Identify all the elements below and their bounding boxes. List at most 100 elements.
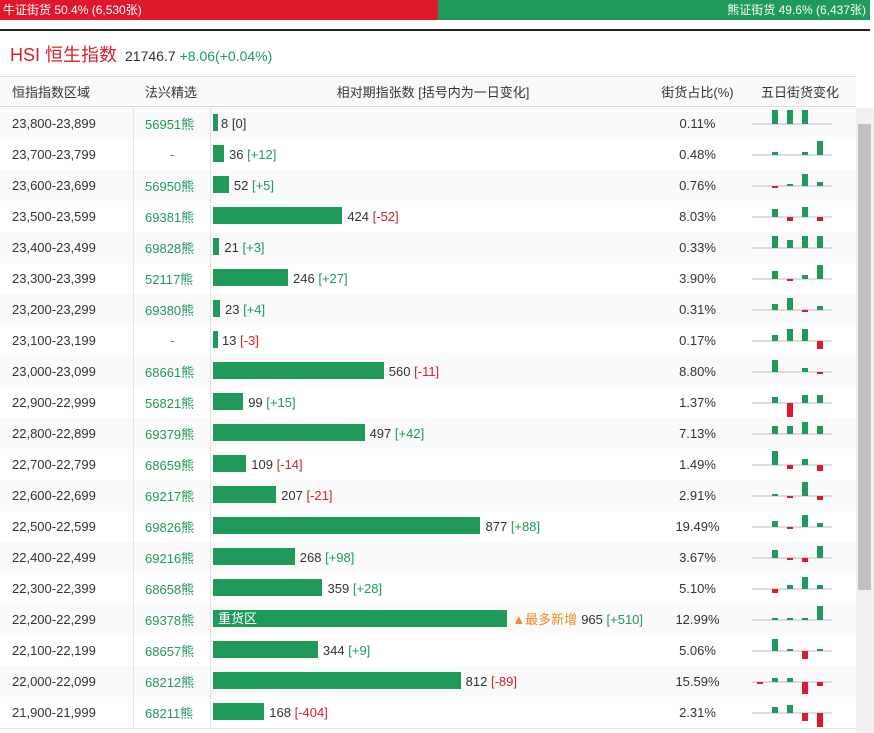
five-day-chart	[752, 207, 832, 221]
row-divider	[210, 139, 211, 170]
count-bar	[213, 393, 244, 410]
count: 877	[485, 519, 508, 534]
row-divider	[210, 356, 211, 387]
count-bar	[213, 703, 265, 720]
count-label: 109 [-14]	[251, 449, 302, 480]
five-day-bar	[817, 606, 823, 620]
five-day-bar	[787, 184, 793, 186]
five-day-bar	[772, 236, 778, 248]
range: 23,100-23,199	[12, 333, 96, 348]
row-divider	[133, 573, 134, 604]
five-day-bar	[802, 713, 808, 721]
five-day-chart	[752, 329, 832, 349]
five-day-bar	[772, 335, 778, 341]
count-bar	[213, 145, 224, 162]
row-divider	[133, 325, 134, 356]
count-label: 424 [-52]	[347, 201, 398, 232]
row-divider	[210, 542, 211, 573]
count-bar	[213, 641, 318, 658]
count-label: 812 [-89]	[466, 666, 517, 697]
count-bar	[213, 176, 229, 193]
table-row: 23,200-23,299 69380熊 23 [+4] 0.31%	[0, 294, 856, 326]
five-day-bar	[817, 649, 823, 651]
row-divider	[210, 325, 211, 356]
note: ▲最多新增	[512, 612, 578, 627]
five-day-bar	[802, 618, 808, 620]
count-label: 8 [0]	[221, 108, 246, 139]
count-label: 497 [+42]	[370, 418, 425, 449]
row-divider	[133, 387, 134, 418]
five-day-chart	[752, 546, 832, 562]
five-day-bar	[787, 496, 793, 498]
pick: 68212熊	[145, 675, 195, 690]
count-bar	[213, 300, 220, 317]
five-day-bar	[817, 217, 823, 221]
day-change: [+12]	[247, 147, 277, 162]
scroll-thumb[interactable]	[858, 124, 871, 590]
table-row: 23,400-23,499 69828熊 21 [+3] 0.33%	[0, 232, 856, 264]
five-day-bar	[817, 306, 823, 310]
index-header: HSI 恒生指数 21746.7 +8.06(+0.04%)	[10, 41, 272, 67]
table-row: 23,500-23,599 69381熊 424 [-52] 8.03%	[0, 201, 856, 233]
count-label: 207 [-21]	[281, 480, 332, 511]
scrollbar[interactable]	[856, 108, 874, 733]
row-divider	[133, 480, 134, 511]
five-day-chart	[752, 705, 832, 727]
share: 5.10%	[679, 581, 716, 596]
change: +8.06(+0.04%)	[179, 48, 273, 64]
count-label: 877 [+88]	[485, 511, 540, 542]
title: HSI 恒生指数	[10, 45, 118, 65]
five-day-bar	[787, 426, 793, 434]
bull-bear-bar: 牛证街货 50.4% (6,530张) 熊证街货 49.6% (6,437张)	[0, 0, 870, 20]
five-day-bar	[772, 397, 778, 403]
count-label: 21 [+3]	[224, 232, 264, 263]
row-divider	[210, 573, 211, 604]
count: 13	[221, 333, 237, 348]
five-day-bar	[802, 482, 808, 496]
day-change: [+5]	[251, 178, 274, 193]
five-day-bar	[757, 682, 763, 684]
five-day-bar	[802, 558, 808, 562]
five-day-bar	[772, 360, 778, 372]
day-change: [-11]	[414, 364, 440, 379]
share: 1.49%	[679, 457, 716, 472]
range: 22,100-22,199	[12, 643, 96, 658]
range: 22,900-22,999	[12, 395, 96, 410]
day-change: [-52]	[372, 209, 399, 224]
range: 23,600-23,699	[12, 178, 96, 193]
range: 22,200-22,299	[12, 612, 96, 627]
five-day-bar	[802, 207, 808, 217]
range: 22,600-22,699	[12, 488, 96, 503]
five-day-bar	[817, 395, 823, 403]
table-row: 21,900-21,999 68211熊 168 [-404] 2.31%	[0, 697, 856, 729]
count-label: ▲最多新增 965 [+510]	[512, 604, 643, 635]
pick: 68658熊	[145, 582, 195, 597]
pick: 69828熊	[145, 241, 195, 256]
day-change: [+4]	[243, 302, 266, 317]
five-day-bar	[802, 515, 808, 527]
count-label: 23 [+4]	[225, 294, 265, 325]
pick: 56821熊	[145, 396, 195, 411]
five-day-bar	[802, 275, 808, 279]
five-day-bar	[787, 217, 793, 221]
row-divider	[210, 294, 211, 325]
count: 344	[322, 643, 345, 658]
count: 268	[299, 550, 322, 565]
day-change: [-89]	[490, 674, 517, 689]
table-row: 23,300-23,399 52117熊 246 [+27] 3.90%	[0, 263, 856, 295]
range: 23,400-23,499	[12, 240, 96, 255]
day-change: [-21]	[306, 488, 333, 503]
share: 0.17%	[679, 333, 716, 348]
five-day-bar	[817, 546, 823, 558]
share: 7.13%	[679, 426, 716, 441]
count: 52	[233, 178, 249, 193]
five-day-bar	[772, 521, 778, 527]
count: 424	[347, 209, 370, 224]
row-divider	[210, 263, 211, 294]
row-divider	[210, 511, 211, 542]
five-day-chart	[752, 110, 832, 125]
five-day-bar	[817, 182, 823, 186]
row-divider	[133, 263, 134, 294]
five-day-chart	[752, 422, 832, 435]
row-divider	[210, 635, 211, 666]
